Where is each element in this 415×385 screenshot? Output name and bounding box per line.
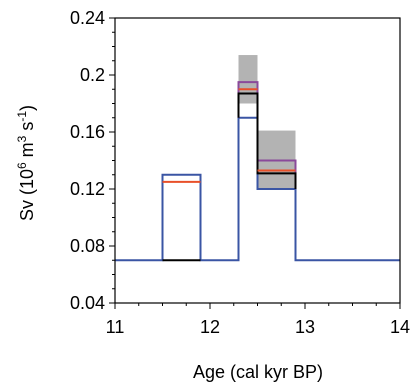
x-tick-label: 14 <box>390 317 410 337</box>
x-tick-label: 12 <box>200 317 220 337</box>
series-lines <box>115 81 400 262</box>
y-axis-title-exp1: 6 <box>15 162 29 169</box>
y-axis-title-exp3: -1 <box>15 111 29 122</box>
y-axis-title-suffix: ) <box>17 105 37 111</box>
uncertainty-box-0 <box>238 55 258 104</box>
y-axis-ticks: 0.04 0.08 0.12 0.16 0.2 0.24 <box>70 8 115 313</box>
y-axis-title: Sv (106 m3 s-1) <box>15 105 37 221</box>
series-line-5 <box>237 92 297 189</box>
y-tick-label: 0.2 <box>80 65 105 85</box>
y-axis-title-exp2: 3 <box>15 135 29 142</box>
y-axis-title-mid2: s <box>17 122 37 136</box>
x-axis-title: Age (cal kyr BP) <box>193 362 323 382</box>
y-tick-label: 0.16 <box>70 122 105 142</box>
y-tick-label: 0.12 <box>70 179 105 199</box>
x-tick-label: 11 <box>106 317 125 337</box>
y-axis-title-mid: m <box>17 142 37 162</box>
y-tick-label: 0.04 <box>70 293 105 313</box>
y-tick-label: 0.24 <box>70 8 105 28</box>
y-tick-label: 0.08 <box>70 236 105 256</box>
x-axis-ticks: 11 12 13 14 <box>106 303 410 337</box>
uncertainty-boxes <box>238 55 296 189</box>
x-tick-label: 13 <box>295 317 315 337</box>
series-line-0 <box>115 116 400 262</box>
y-axis-title-prefix: Sv (10 <box>17 169 37 221</box>
